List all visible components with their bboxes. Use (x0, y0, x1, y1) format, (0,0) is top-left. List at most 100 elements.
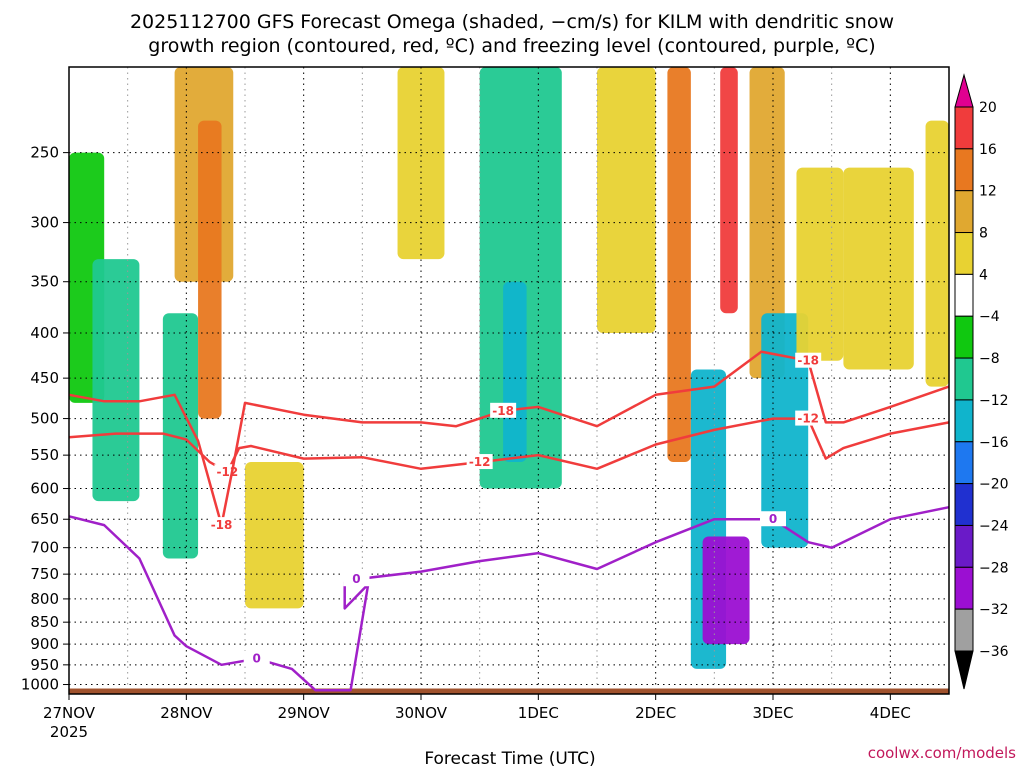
contour-line-1 (68, 350, 950, 527)
omega-feature-2 (162, 313, 199, 559)
credit-text: coolwx.com/models (868, 744, 1016, 762)
y-tick-label-3: 400 (30, 324, 59, 342)
y-tick-label-2: 350 (30, 273, 59, 291)
colorbar-bin-4 (954, 273, 974, 317)
colorbar-label-12: −32 (979, 602, 1009, 618)
omega-feature-4 (198, 120, 222, 419)
omega-feature-12 (702, 536, 750, 645)
y-tick-label-8: 650 (30, 510, 59, 528)
colorbar-bin-12 (954, 608, 974, 652)
omega-feature-15 (761, 313, 809, 548)
omega-feature-5 (245, 462, 304, 609)
colorbar-label-2: 12 (979, 184, 997, 200)
omega-feature-14 (749, 67, 785, 379)
contour-label-1-0: -18 (211, 518, 233, 532)
omega-shading (69, 67, 949, 669)
contour-label-bg-1-1 (490, 402, 517, 418)
colorbar-bin-10 (954, 524, 974, 568)
colorbar-bin-7 (954, 399, 974, 443)
colorbar-label-9: −20 (979, 477, 1009, 493)
contour-label-bg-0-2 (795, 410, 822, 426)
colorbar-label-4: 4 (979, 267, 988, 283)
x-axis-label: Forecast Time (UTC) (424, 749, 595, 768)
terrain-fill (69, 688, 949, 694)
x-axis: 27NOV 28NOV 29NOV 30NOV 1DEC 2DEC 3DEC 4DEC 2025 (43, 694, 911, 741)
contour-label-0-2: -12 (797, 412, 819, 426)
omega-feature-13 (720, 67, 738, 314)
colorbar-label-6: −8 (979, 351, 1000, 367)
x-tick-label-4: 1DEC (518, 704, 559, 722)
chart-title-line-1: 2025112700 GFS Forecast Omega (shaded, −… (130, 11, 894, 33)
y-tick-label-14: 950 (30, 656, 59, 674)
colorbar-label-0: 20 (979, 100, 997, 116)
temperature-contours: -12 -12 -12 -18 -18 -18 0 0 0 (68, 350, 950, 692)
colorbar-label-1: 16 (979, 142, 997, 158)
y-tick-label-9: 700 (30, 539, 59, 557)
contour-label-2-0: 0 (253, 652, 261, 666)
x-tick-label-3: 30NOV (395, 704, 448, 722)
colorbar-bin-8 (954, 441, 974, 485)
x-tick-label-0: 27NOV (43, 704, 96, 722)
contour-line-0 (68, 417, 950, 474)
y-tick-label-7: 600 (30, 480, 59, 498)
y-tick-label-13: 900 (30, 635, 59, 653)
y-tick-label-0: 250 (30, 144, 59, 162)
omega-feature-9 (597, 67, 656, 333)
colorbar-label-10: −24 (979, 518, 1009, 534)
y-tick-label-15: 1000 (21, 676, 59, 694)
x-year-label: 2025 (50, 723, 88, 741)
contour-label-bg-2-2 (760, 511, 786, 527)
colorbar-label-3: 8 (979, 226, 988, 242)
contour-label-bg-2-0 (243, 650, 270, 666)
contour-label-2-2: 0 (769, 512, 777, 526)
plot-frame (68, 66, 950, 695)
contour-label-1-2: -18 (797, 354, 819, 368)
x-tick-label-5: 2DEC (635, 704, 676, 722)
contour-label-0-1: -12 (469, 455, 491, 469)
y-tick-label-10: 750 (30, 565, 59, 583)
chart-title-line-2: growth region (contoured, red, ºC) and f… (148, 35, 875, 57)
omega-feature-6 (397, 67, 445, 260)
y-axis: 250 300 350 400 450 500 550 600 650 700 750 800 850 9… (21, 144, 69, 694)
colorbar-label-11: −28 (979, 560, 1009, 576)
colorbar-bin-0 (954, 106, 974, 150)
x-tick-label-2: 29NOV (278, 704, 331, 722)
colorbar-top-arrow (954, 73, 974, 108)
omega-feature-1 (92, 259, 140, 502)
colorbar-bin-1 (954, 148, 974, 192)
y-tick-label-11: 800 (30, 590, 59, 608)
contour-label-bg-1-2 (795, 352, 822, 368)
x-tick-label-1: 28NOV (160, 704, 213, 722)
colorbar-bottom-arrow (954, 650, 974, 690)
colorbar-label-7: −12 (979, 393, 1009, 409)
y-tick-label-4: 450 (30, 369, 59, 387)
omega-feature-18 (925, 120, 949, 387)
colorbar-label-5: −4 (979, 309, 1000, 325)
colorbar-label-8: −16 (979, 435, 1009, 451)
colorbar-bin-6 (954, 357, 974, 401)
grid-lines (69, 67, 949, 694)
omega-feature-8 (503, 281, 527, 463)
contour-label-1-1: -18 (492, 404, 514, 418)
contour-label-0-0: -12 (217, 465, 239, 479)
omega-feature-16 (796, 167, 844, 361)
colorbar: 20 16 12 8 4 −4 −8 −12 −16 −20 −24 −28 −32 −36 (954, 73, 1009, 690)
omega-feature-10 (667, 67, 691, 463)
contour-label-2-1: 0 (352, 572, 360, 586)
colorbar-bin-9 (954, 483, 974, 526)
y-tick-label-12: 850 (30, 613, 59, 631)
colorbar-bin-5 (954, 315, 974, 359)
y-tick-label-6: 550 (30, 446, 59, 464)
x-tick-label-6: 3DEC (752, 704, 793, 722)
y-tick-label-5: 500 (30, 410, 59, 428)
colorbar-label-13: −36 (979, 644, 1009, 660)
colorbar-bin-3 (954, 232, 974, 275)
contour-label-bg-0-1 (466, 454, 493, 470)
ground-strip (69, 688, 949, 694)
contour-label-bg-2-1 (343, 571, 370, 587)
omega-feature-17 (843, 167, 914, 370)
colorbar-bin-2 (954, 190, 974, 234)
y-tick-label-1: 300 (30, 214, 59, 232)
x-tick-label-7: 4DEC (870, 704, 911, 722)
